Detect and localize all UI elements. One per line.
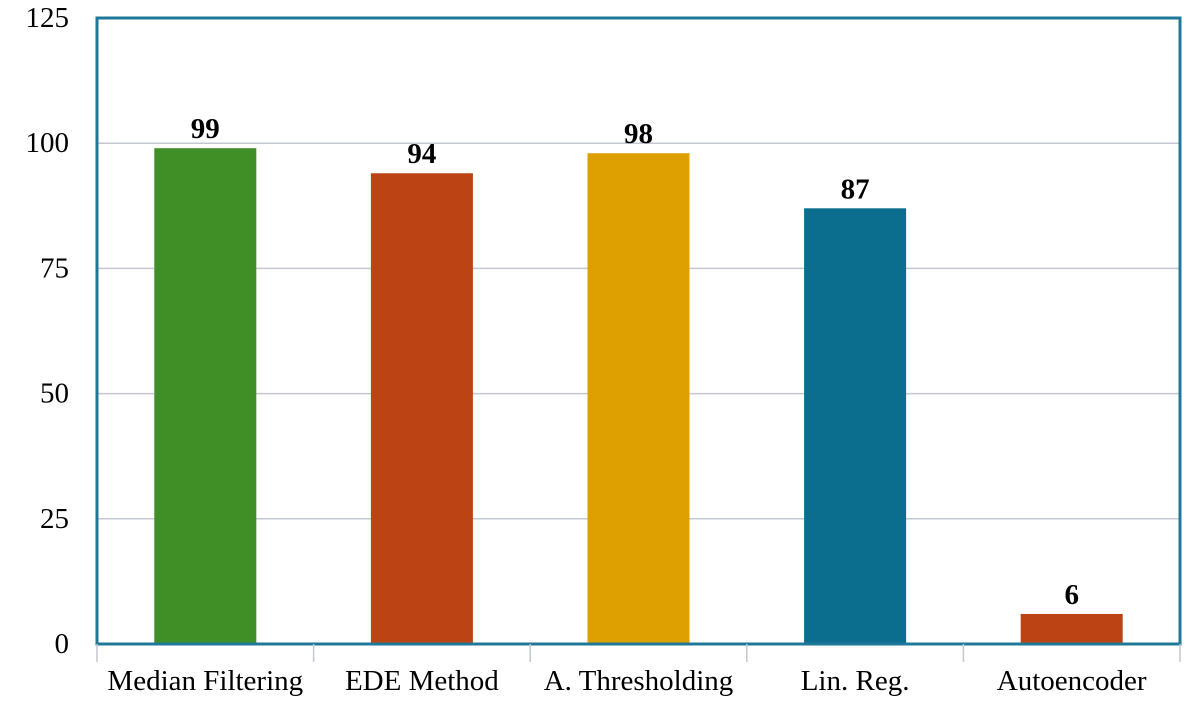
x-axis-tick-labels: Median Filtering EDE Method A. Thresholdin… (107, 665, 1146, 697)
bar-value-label: 87 (841, 173, 870, 205)
y-tick-label: 100 (26, 127, 70, 159)
bar (154, 148, 257, 644)
bar-value-label: 99 (191, 113, 220, 145)
bar (804, 208, 907, 644)
x-category-label: Lin. Reg. (801, 665, 910, 697)
y-tick-label: 75 (40, 252, 69, 284)
y-axis-tick-labels: 0 25 50 75 100 125 (26, 2, 70, 660)
y-tick-label: 125 (26, 2, 70, 34)
x-category-label: A. Thresholding (544, 665, 734, 697)
x-category-label: Autoencoder (997, 665, 1147, 697)
bar (587, 153, 690, 644)
y-tick-label: 0 (55, 628, 70, 660)
bar-value-label: 98 (624, 118, 653, 150)
y-tick-label: 50 (40, 378, 69, 410)
bars (154, 148, 1123, 645)
bar (370, 173, 473, 645)
bar-value-label: 94 (407, 138, 436, 170)
data-labels: 99 94 98 87 6 (191, 113, 1079, 611)
x-axis-ticks (96, 644, 1181, 662)
plot-frame (95, 16, 1182, 646)
x-category-label: EDE Method (345, 665, 499, 697)
bar-value-label: 6 (1064, 579, 1079, 611)
y-tick-label: 25 (40, 503, 69, 535)
bar (1020, 613, 1123, 644)
x-category-label: Median Filtering (107, 665, 303, 697)
